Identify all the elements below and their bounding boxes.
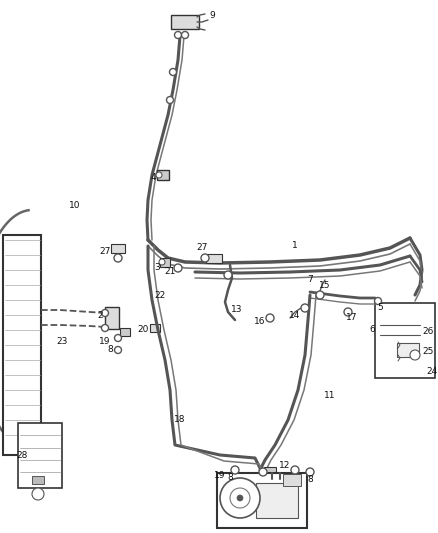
Bar [217,472,307,528]
Bar [120,328,130,336]
Circle shape [220,478,260,518]
Text: 17: 17 [346,313,358,322]
Circle shape [231,466,239,474]
Text: 8: 8 [307,475,313,484]
Bar [160,257,170,266]
Circle shape [102,310,109,317]
Bar [157,170,169,180]
Text: 21: 21 [164,268,176,277]
Circle shape [114,346,121,353]
Bar [283,474,301,486]
Text: 7: 7 [307,276,313,285]
Text: 27: 27 [99,247,111,256]
Circle shape [291,466,299,474]
Text: 19: 19 [99,337,111,346]
Text: 11: 11 [324,391,336,400]
Bar [375,303,435,377]
Circle shape [301,304,309,312]
Text: 18: 18 [174,416,186,424]
Circle shape [114,335,121,342]
Text: 6: 6 [369,326,375,335]
Circle shape [201,254,209,262]
Circle shape [32,488,44,500]
Text: 5: 5 [377,303,383,311]
Circle shape [174,31,181,38]
Circle shape [224,271,232,279]
Bar [206,254,222,262]
Bar [397,343,419,357]
Circle shape [166,96,173,103]
Text: 1: 1 [292,241,298,251]
Text: 13: 13 [231,305,243,314]
Text: 12: 12 [279,461,291,470]
Text: 9: 9 [209,11,215,20]
Text: 28: 28 [16,450,28,459]
Circle shape [306,468,314,476]
Text: 25: 25 [422,348,434,357]
Text: 24: 24 [426,367,438,376]
Text: 8: 8 [107,345,113,354]
Text: 16: 16 [254,318,266,327]
Circle shape [170,69,177,76]
Bar [256,482,298,518]
Text: 10: 10 [69,200,81,209]
Circle shape [174,264,182,272]
Bar [150,324,160,332]
Circle shape [316,291,324,299]
Text: 22: 22 [154,290,166,300]
Bar [264,467,276,477]
Bar [32,476,44,484]
Text: 19: 19 [214,471,226,480]
Circle shape [159,259,165,265]
Text: 14: 14 [290,311,301,319]
Circle shape [156,172,162,178]
Circle shape [230,488,250,508]
Text: 4: 4 [150,174,156,182]
Text: 26: 26 [422,327,434,336]
Circle shape [266,314,274,322]
Circle shape [410,350,420,360]
Bar [111,244,125,253]
Circle shape [114,254,122,262]
Circle shape [237,495,243,501]
Circle shape [374,297,381,304]
Text: 3: 3 [154,263,160,272]
Bar [3,235,41,455]
Circle shape [259,468,267,476]
Bar [18,423,62,488]
Text: 20: 20 [137,326,148,335]
Text: 8: 8 [227,473,233,482]
Circle shape [181,31,188,38]
Text: 15: 15 [319,280,331,289]
Text: 23: 23 [57,337,68,346]
Text: 2: 2 [97,311,103,319]
Bar [171,15,199,29]
Bar [105,307,119,329]
Circle shape [344,308,352,316]
Text: 27: 27 [196,244,208,253]
Circle shape [102,325,109,332]
